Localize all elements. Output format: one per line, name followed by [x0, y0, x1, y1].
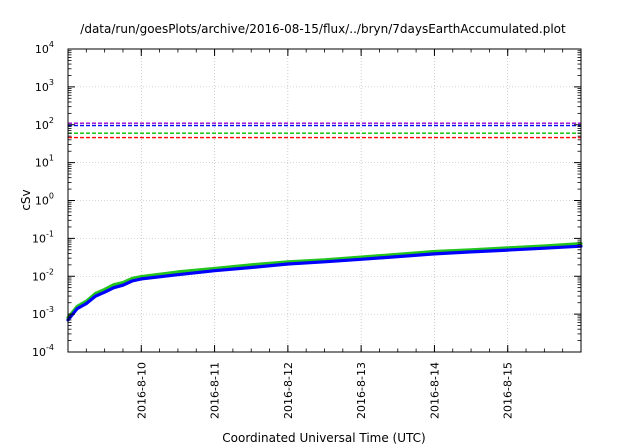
series-line [66, 242, 583, 320]
x-axis-label: Coordinated Universal Time (UTC) [222, 431, 425, 445]
y-tick-label: 10-3 [32, 305, 54, 321]
y-tick-label: 103 [35, 78, 54, 94]
threshold-lines [68, 122, 581, 139]
y-tick-labels: 10-4 10-3 10-2 10-1 100 101 102 103 104 [32, 40, 54, 359]
x-tick-label: 2016-8-10 [135, 362, 148, 419]
series-lines [66, 242, 583, 322]
y-tick-label: 10-4 [32, 343, 54, 359]
chart-title: /data/run/goesPlots/archive/2016-08-15/f… [80, 22, 566, 36]
x-tick-labels: 2016-8-10 2016-8-11 2016-8-12 2016-8-13 2016… [135, 362, 514, 419]
y-tick-label: 102 [35, 116, 54, 132]
x-tick-label: 2016-8-13 [355, 362, 368, 419]
x-tick-label: 2016-8-11 [209, 362, 222, 419]
ticks [68, 48, 581, 353]
y-tick-label: 101 [35, 154, 54, 170]
y-tick-label: 104 [35, 40, 54, 56]
grid [68, 49, 581, 352]
y-tick-label: 10-2 [32, 267, 54, 283]
x-tick-label: 2016-8-12 [282, 362, 295, 419]
y-tick-label: 10-1 [32, 229, 54, 245]
y-axis-label: cSv [19, 189, 33, 210]
x-tick-label: 2016-8-14 [428, 362, 441, 419]
y-tick-label: 100 [35, 192, 54, 208]
series-line [66, 244, 583, 322]
x-tick-label: 2016-8-15 [502, 362, 515, 419]
